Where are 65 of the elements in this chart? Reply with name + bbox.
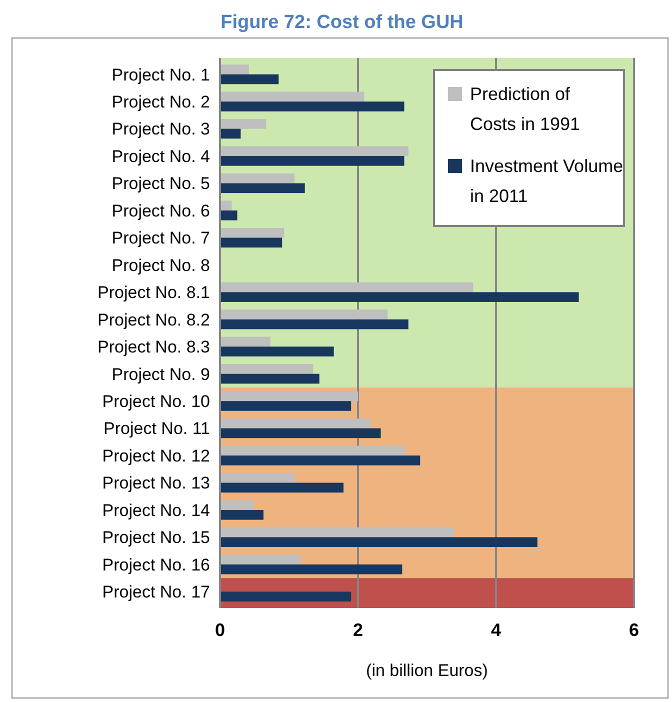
y-tick-label: Project No. 15 bbox=[102, 528, 210, 548]
y-tick-label: Project No. 8.3 bbox=[98, 338, 210, 357]
x-tick-label: 6 bbox=[628, 620, 640, 640]
y-tick-label: Project No. 17 bbox=[102, 582, 210, 602]
bar bbox=[220, 146, 408, 156]
y-tick-label: Project No. 6 bbox=[112, 201, 210, 220]
bar bbox=[220, 537, 538, 548]
bar bbox=[220, 310, 388, 320]
bar bbox=[220, 156, 404, 166]
chart-title: Figure 72: Cost of the GUH bbox=[220, 12, 464, 33]
y-tick-label: Project No. 16 bbox=[102, 555, 210, 574]
y-tick-label: Project No. 1 bbox=[112, 65, 210, 84]
y-tick-label: Project No. 3 bbox=[112, 120, 210, 139]
bar bbox=[220, 418, 370, 428]
bar bbox=[220, 319, 408, 330]
bar bbox=[220, 64, 249, 74]
bar bbox=[220, 292, 579, 302]
bar bbox=[220, 282, 474, 292]
y-tick-label: Project No. 4 bbox=[112, 146, 210, 166]
bar bbox=[220, 183, 305, 194]
bar bbox=[220, 446, 405, 456]
legend-label: Investment Volume in 2011 bbox=[470, 156, 624, 206]
bar bbox=[220, 200, 232, 210]
bar bbox=[220, 346, 334, 356]
y-tick-label: Project No. 13 bbox=[102, 474, 210, 493]
bar bbox=[220, 527, 454, 538]
bar bbox=[220, 592, 352, 602]
x-tick-label: 0 bbox=[214, 620, 226, 640]
bar bbox=[220, 564, 402, 574]
bar bbox=[220, 510, 264, 520]
bar bbox=[220, 228, 284, 238]
bar bbox=[220, 118, 266, 129]
bar bbox=[220, 374, 320, 384]
bar bbox=[220, 391, 358, 402]
y-tick-label: Project No. 2 bbox=[112, 92, 210, 112]
bar bbox=[220, 92, 364, 102]
bar bbox=[220, 482, 344, 493]
bar bbox=[220, 74, 279, 84]
y-tick-label: Project No. 8.1 bbox=[98, 283, 210, 302]
x-tick-label: 4 bbox=[490, 620, 502, 640]
bar bbox=[220, 210, 238, 220]
legend-label: Prediction of Costs in 1991 bbox=[470, 84, 580, 134]
bar bbox=[220, 364, 314, 374]
y-tick-label: Project No. 7 bbox=[112, 228, 210, 248]
bar bbox=[220, 128, 241, 139]
bar bbox=[220, 456, 420, 466]
y-tick-label: Project No. 8 bbox=[112, 256, 210, 275]
y-tick-label: Project No. 5 bbox=[112, 174, 210, 194]
y-tick-label: Project No. 12 bbox=[102, 446, 210, 466]
bar bbox=[220, 238, 282, 248]
bar bbox=[220, 428, 381, 438]
y-tick-label: Project No. 9 bbox=[112, 364, 210, 384]
x-tick-label: 2 bbox=[352, 620, 364, 640]
bar bbox=[220, 472, 295, 483]
y-tick-label: Project No. 14 bbox=[102, 500, 210, 520]
bar bbox=[220, 401, 352, 411]
y-tick-label: Project No. 11 bbox=[104, 419, 210, 438]
x-axis-title: (in billion Euros) bbox=[366, 661, 488, 680]
bar bbox=[220, 554, 301, 564]
bar bbox=[220, 102, 404, 112]
y-tick-label: Project No. 8.2 bbox=[98, 310, 210, 330]
bar bbox=[220, 173, 295, 184]
y-tick-label: Project No. 10 bbox=[102, 392, 210, 412]
bar bbox=[220, 336, 270, 347]
bar bbox=[220, 500, 254, 510]
